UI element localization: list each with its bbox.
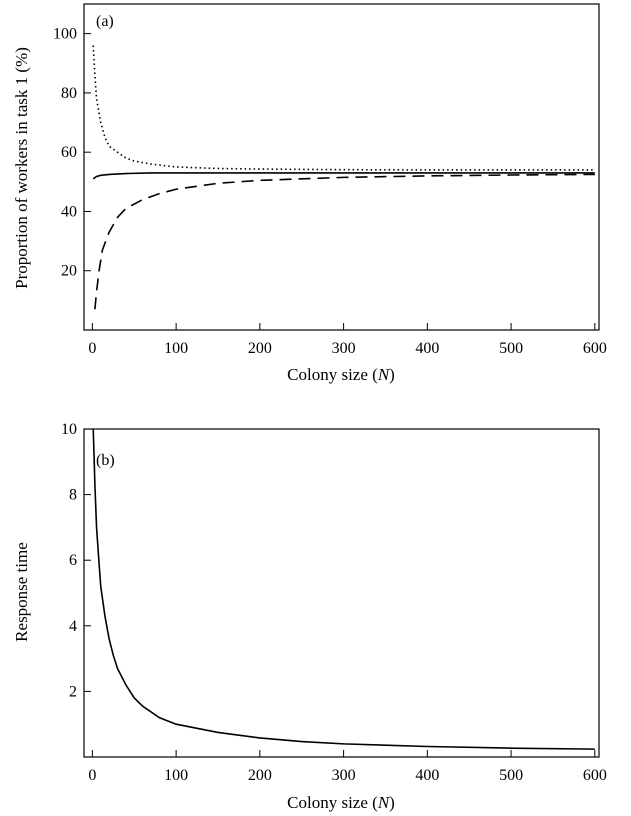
panel-a: (a) 0 100 200 300 400 500 600 20 40 60 80 100 Colo…	[12, 3, 607, 384]
b-x-tick-label: 600	[583, 767, 607, 784]
a-x-tick-label: 200	[248, 340, 272, 357]
a-y-tick-label: 40	[61, 203, 77, 220]
panel-b-x-axis-label-prefix: Colony size (	[287, 793, 378, 812]
b-series-solid-line	[92, 428, 595, 750]
b-x-tick-label: 400	[415, 767, 439, 784]
a-x-tick-label: 0	[88, 340, 96, 357]
panel-b-y-axis-label: Response time	[12, 542, 31, 642]
panel-b-label: (b)	[96, 452, 115, 469]
panel-b-frame	[83, 428, 600, 758]
b-x-tick-label: 200	[248, 767, 272, 784]
panel-a-x-axis-label: Colony size (N)	[287, 365, 395, 384]
a-y-tick-label: 100	[53, 26, 77, 43]
panel-a-x-ticks: 0 100 200 300 400 500 600	[88, 323, 607, 357]
panel-a-y-axis-label: Proportion of workers in task 1 (%)	[12, 47, 31, 289]
a-series-dashed-line	[94, 173, 595, 310]
b-x-tick-label: 0	[88, 767, 96, 784]
panel-a-frame	[83, 3, 600, 331]
a-x-tick-label: 300	[332, 340, 356, 357]
panel-b-x-axis-label: Colony size (N)	[287, 793, 395, 812]
a-series-solid-line	[92, 172, 595, 180]
a-x-tick-label: 500	[499, 340, 523, 357]
a-series-dotted-line	[92, 45, 595, 171]
panel-a-series	[92, 45, 595, 310]
panel-a-x-axis-label-variable: N	[377, 365, 391, 384]
b-y-tick-label: 2	[69, 683, 77, 700]
b-x-tick-label: 100	[164, 767, 188, 784]
a-y-tick-label: 60	[61, 144, 77, 161]
b-x-tick-label: 300	[332, 767, 356, 784]
panel-a-x-axis-label-suffix: )	[389, 365, 395, 384]
panel-b-series	[92, 428, 595, 750]
panel-b-x-axis-label-variable: N	[377, 793, 391, 812]
panel-a-label: (a)	[96, 13, 114, 30]
panel-b: (b) 0 100 200 300 400 500 600 2 4 6 8 10 Colony si…	[12, 421, 607, 812]
b-y-tick-label: 10	[61, 421, 77, 438]
panel-b-x-ticks: 0 100 200 300 400 500 600	[88, 750, 607, 784]
a-x-tick-label: 400	[415, 340, 439, 357]
a-x-tick-label: 600	[583, 340, 607, 357]
a-x-tick-label: 100	[164, 340, 188, 357]
b-y-tick-label: 4	[69, 618, 77, 635]
a-y-tick-label: 80	[61, 85, 77, 102]
b-x-tick-label: 500	[499, 767, 523, 784]
b-y-tick-label: 8	[69, 487, 77, 504]
panel-a-y-ticks: 20 40 60 80 100	[53, 26, 91, 280]
panel-b-x-axis-label-suffix: )	[389, 793, 395, 812]
a-y-tick-label: 20	[61, 263, 77, 280]
b-y-tick-label: 6	[69, 552, 77, 569]
panel-b-y-ticks: 2 4 6 8 10	[61, 421, 91, 700]
panel-a-x-axis-label-prefix: Colony size (	[287, 365, 378, 384]
